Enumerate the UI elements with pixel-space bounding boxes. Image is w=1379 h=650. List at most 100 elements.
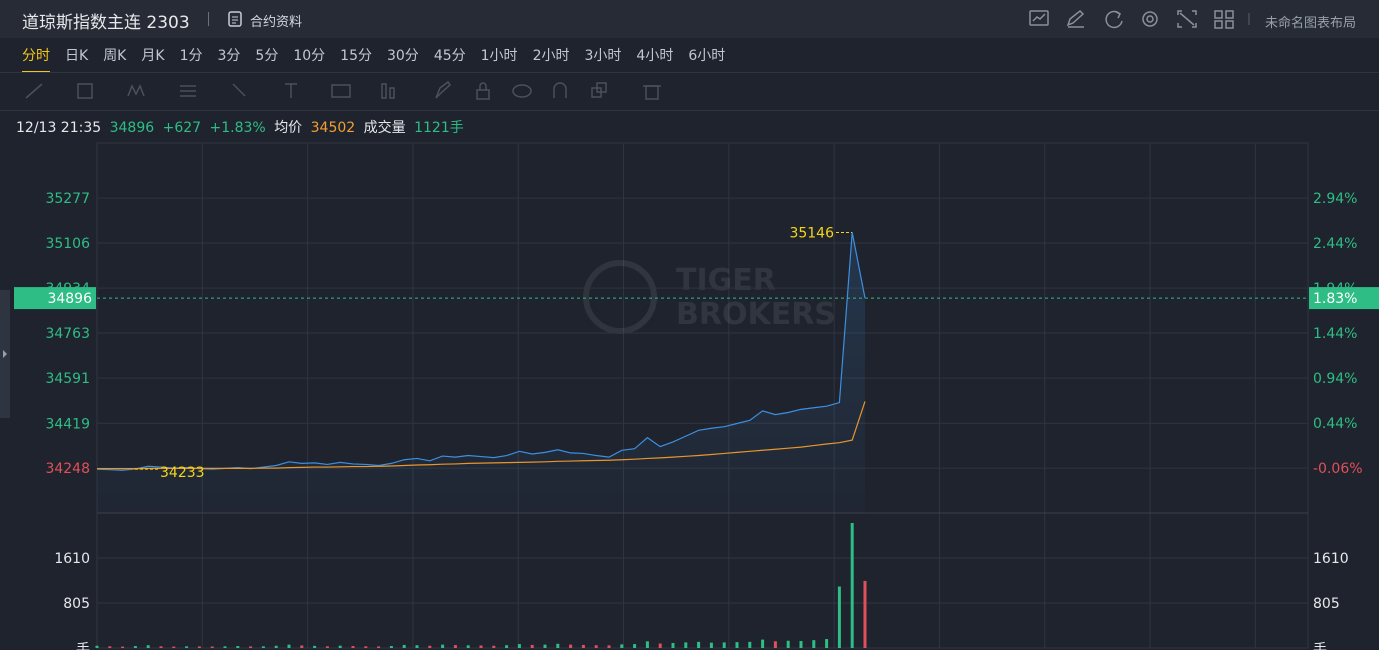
watermark-text: TIGER: [676, 263, 776, 298]
y-tick-label: 35106: [45, 236, 90, 252]
divider: [0, 72, 1379, 73]
period-tab[interactable]: 月K: [141, 48, 165, 64]
volume-bar: [338, 645, 342, 648]
volume-bar: [389, 645, 393, 648]
period-tab[interactable]: 1分: [179, 48, 203, 64]
volume-bar: [313, 645, 317, 648]
y2-tick-label: 2.44%: [1313, 236, 1357, 252]
volume-tick-label: 1610: [54, 551, 90, 567]
price-label-box: [14, 287, 96, 310]
volume-bar: [799, 641, 803, 648]
volume-bar: [837, 586, 841, 648]
volume-bar: [261, 646, 265, 648]
period-tab[interactable]: 日K: [65, 48, 89, 64]
plot-frame: [96, 142, 1309, 649]
volume-bar: [249, 646, 253, 648]
volume-bar: [185, 646, 189, 648]
volume-bar: [364, 646, 368, 648]
volume-bar: [377, 646, 381, 648]
period-tab[interactable]: 45分: [433, 48, 466, 64]
period-tab[interactable]: 周K: [103, 48, 127, 64]
layout-icon[interactable]: [1214, 10, 1234, 29]
volume-bar: [223, 646, 227, 648]
pct-label: 1.83%: [1313, 291, 1357, 307]
volume-bar: [773, 641, 777, 648]
volume-bar: [709, 642, 713, 648]
period-tab[interactable]: 15分: [340, 48, 372, 64]
watermark-logo: [583, 260, 657, 334]
volume-bar: [863, 580, 867, 648]
volume-bar: [428, 645, 432, 648]
fullscreen-icon[interactable]: [1177, 10, 1197, 28]
volume-bar: [671, 642, 675, 648]
status-bar: 12/13 21:35 34896 +627 +1.83% 均价 34502 成…: [16, 117, 468, 137]
volume-bar: [159, 646, 163, 648]
period-tab[interactable]: 1小时: [480, 48, 518, 64]
volume-bar: [402, 644, 406, 648]
volume-bar: [325, 646, 329, 648]
volume-bar: [633, 644, 637, 648]
price: 34896: [109, 120, 155, 136]
volume-bar: [479, 645, 483, 648]
y2-tick-label: -0.06%: [1313, 461, 1363, 477]
y2-tick-label: 1.44%: [1313, 326, 1357, 342]
watermark-text: BROKERS: [676, 297, 836, 332]
chart-icon[interactable]: [1029, 10, 1049, 26]
avg-price: 34502: [310, 120, 356, 136]
volume-label: 成交量: [363, 120, 406, 136]
edit-icon[interactable]: [1066, 9, 1085, 28]
volume-bar: [543, 644, 547, 648]
volume-bar: [274, 645, 278, 648]
volume-bar: [607, 645, 611, 648]
volume-bar: [761, 639, 765, 648]
divider: [0, 110, 1379, 111]
header-icons: [1029, 9, 1250, 29]
pct-label-box: [1309, 287, 1379, 310]
y-tick-label: 34591: [45, 371, 90, 387]
settings-icon[interactable]: [1142, 11, 1158, 27]
title[interactable]: 道琼斯指数主连 2303: [22, 13, 190, 33]
period-tab[interactable]: 4小时: [636, 48, 674, 64]
volume-bar: [658, 643, 662, 648]
y-tick-label: 34419: [45, 416, 90, 432]
low-label: 34233: [160, 465, 205, 481]
volume-bar: [351, 646, 355, 648]
volume-bar: [722, 642, 726, 648]
volume-bar: [812, 640, 816, 648]
volume-tick-label: 805: [63, 596, 90, 612]
refresh-icon[interactable]: [1105, 10, 1123, 29]
header: 道琼斯指数主连 2303 合约资料 未命名图表布局: [0, 0, 1379, 38]
info-link[interactable]: 合约资料: [250, 15, 303, 30]
volume-bar: [415, 645, 419, 648]
period-tab[interactable]: 6小时: [688, 48, 726, 64]
period-tab[interactable]: 10分: [293, 48, 326, 64]
price-label: 34896: [47, 291, 92, 307]
period-tab[interactable]: 3小时: [584, 48, 622, 64]
volume-bar: [594, 645, 598, 648]
volume-bar: [684, 642, 688, 648]
volume-bar: [287, 644, 291, 648]
side-panel-toggle[interactable]: [0, 290, 10, 418]
y2-tick-label: 2.94%: [1313, 191, 1357, 207]
volume-bar: [517, 644, 521, 648]
volume-bar: [825, 639, 829, 648]
volume-bar: [748, 641, 752, 648]
info-icon[interactable]: [228, 11, 242, 27]
volume-bar: [121, 646, 125, 648]
period-tab[interactable]: 3分: [217, 48, 241, 64]
layout-name[interactable]: 未命名图表布局: [1265, 16, 1357, 31]
change: +627: [162, 120, 202, 136]
volume-bar: [786, 640, 790, 648]
avg-label: 均价: [274, 120, 303, 136]
volume-bar: [735, 642, 739, 648]
volume-bar: [172, 646, 176, 648]
volume-bar: [453, 645, 457, 648]
period-tab[interactable]: 5分: [255, 48, 279, 64]
volume-bar: [146, 645, 150, 648]
period-tabs: 分时 日K 周K 月K 1分 3分 5分 10分 15分 30分 45分 1小时 2小时 3小时 4小时 6小…: [22, 45, 725, 73]
period-tab[interactable]: 30分: [386, 48, 419, 64]
period-tab[interactable]: 2小时: [532, 48, 570, 64]
volume-bar: [466, 645, 470, 648]
